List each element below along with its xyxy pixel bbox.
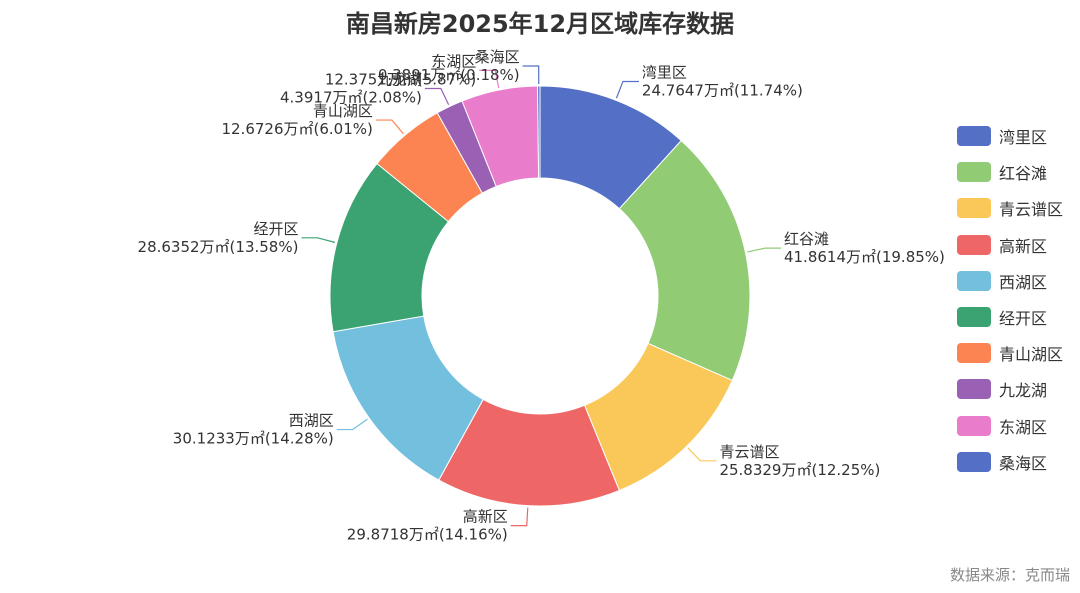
slice-label-value-5: 30.1233万㎡(14.28%) <box>173 430 334 448</box>
legend-item-5[interactable]: 西湖区 <box>957 269 1063 293</box>
slice-2[interactable] <box>618 139 751 382</box>
legend-swatch <box>957 415 991 436</box>
legend-label: 青云谱区 <box>999 200 1064 220</box>
legend-swatch <box>957 162 991 183</box>
leader-line-4 <box>510 507 529 527</box>
slice-label-value-1: 24.7647万㎡(11.74%) <box>642 81 803 99</box>
legend-item-1[interactable]: 湾里区 <box>957 124 1063 148</box>
leader-line-3 <box>687 447 717 462</box>
legend-label: 东湖区 <box>999 417 1048 437</box>
legend-label: 经开区 <box>999 308 1048 328</box>
legend-item-6[interactable]: 经开区 <box>957 305 1063 329</box>
data-source-note: 数据来源：克而瑞 <box>949 566 1070 584</box>
legend-label: 西湖区 <box>999 272 1048 292</box>
legend-swatch <box>957 270 991 291</box>
legend-swatch <box>957 198 991 219</box>
legend-item-9[interactable]: 东湖区 <box>957 414 1063 438</box>
legend-item-8[interactable]: 九龙湖 <box>957 377 1063 401</box>
slice-label-name-9: 东湖区 <box>431 52 476 70</box>
legend-item-7[interactable]: 青山湖区 <box>957 341 1063 365</box>
legend-swatch <box>957 343 991 364</box>
legend-label: 红谷滩 <box>999 164 1048 184</box>
legend-swatch <box>957 306 991 327</box>
leader-line-5 <box>336 418 368 431</box>
slice-label-name-4: 高新区 <box>463 508 508 526</box>
slice-label-name-5: 西湖区 <box>289 412 334 430</box>
slice-label-value-2: 41.8614万㎡(19.85%) <box>784 248 945 266</box>
slice-label-name-7: 青山湖区 <box>313 102 373 120</box>
leader-line-9 <box>479 69 500 89</box>
legend-swatch <box>957 126 991 146</box>
slice-label-name-10: 桑海区 <box>475 48 520 66</box>
leader-line-10 <box>522 65 540 85</box>
slice-label-value-3: 25.8329万㎡(12.25%) <box>719 461 880 479</box>
leader-line-8 <box>424 87 450 105</box>
legend-label: 九龙湖 <box>999 381 1048 401</box>
chart-title: 南昌新房2025年12月区域库存数据 <box>345 10 735 38</box>
legend-label: 青山湖区 <box>999 345 1064 365</box>
leader-line-6 <box>301 237 336 243</box>
legend-item-4[interactable]: 高新区 <box>957 233 1063 257</box>
legend-item-2[interactable]: 红谷滩 <box>957 160 1063 184</box>
slice-label-name-1: 湾里区 <box>642 63 687 81</box>
slice-label-name-3: 青云谱区 <box>719 443 779 461</box>
slice-10[interactable] <box>537 85 541 179</box>
slice-label-value-10: 0.3891万㎡(0.18%) <box>378 66 520 84</box>
slice-label-name-2: 红谷滩 <box>784 230 829 248</box>
legend-item-10[interactable]: 桑海区 <box>957 450 1063 474</box>
legend: 湾里区红谷滩青云谱区高新区西湖区经开区青山湖区九龙湖东湖区桑海区 <box>957 124 1063 486</box>
legend-label: 桑海区 <box>999 453 1048 473</box>
legend-swatch <box>957 379 991 400</box>
leader-line-1 <box>615 80 639 99</box>
slice-label-value-8: 4.3917万㎡(2.08%) <box>280 88 422 106</box>
leader-line-2 <box>747 247 781 253</box>
legend-label: 高新区 <box>999 236 1048 256</box>
slice-label-name-6: 经开区 <box>253 220 298 238</box>
slice-label-value-9: 12.3751万㎡(5.87%) <box>325 70 476 88</box>
leader-line-7 <box>375 119 404 135</box>
legend-label: 湾里区 <box>999 128 1048 147</box>
legend-item-3[interactable]: 青云谱区 <box>957 196 1063 220</box>
legend-swatch <box>957 451 991 472</box>
slice-label-value-7: 12.6726万㎡(6.01%) <box>221 120 372 138</box>
legend-swatch <box>957 234 991 255</box>
slice-label-value-4: 29.8718万㎡(14.16%) <box>347 526 508 544</box>
slice-label-value-6: 28.6352万㎡(13.58%) <box>138 238 299 256</box>
slice-label-name-8: 九龙湖 <box>377 70 422 88</box>
